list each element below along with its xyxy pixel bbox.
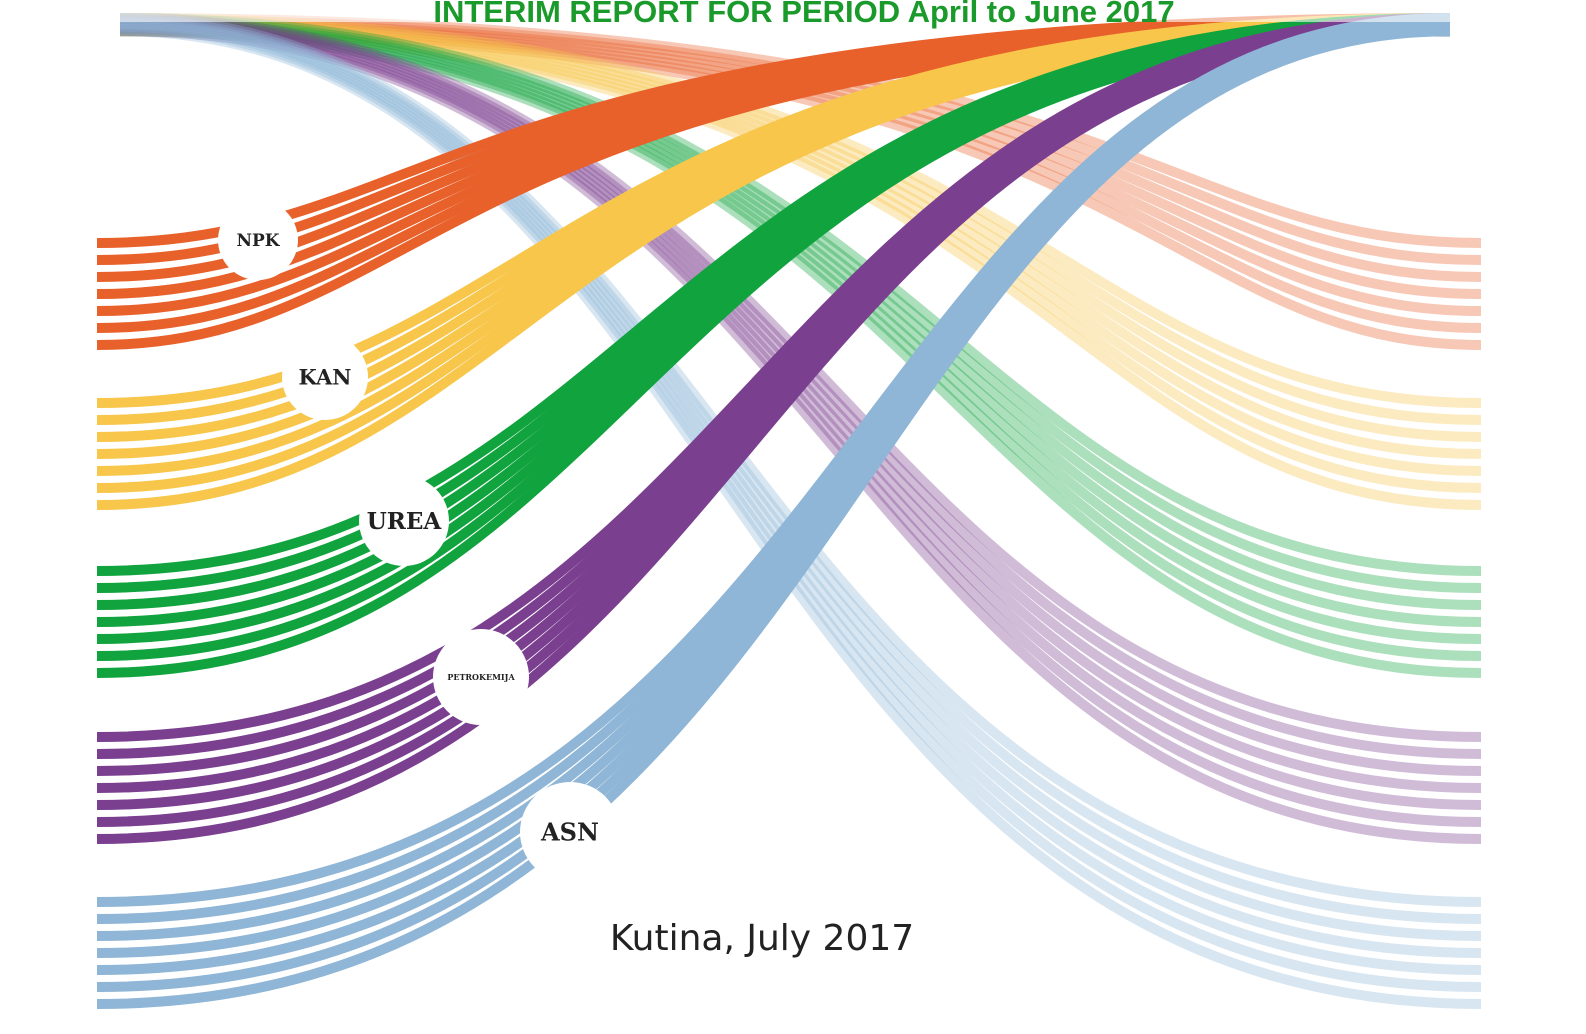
faded-strand: [119, 21, 1482, 476]
faded-strand: [119, 21, 1482, 810]
faded-strand: [119, 24, 1482, 661]
faded-strand: [119, 15, 1482, 425]
faded-strand: [119, 24, 1482, 333]
faded-strand: [119, 19, 1482, 958]
faded-strand: [119, 26, 1482, 1009]
faded-strand: [119, 13, 1482, 742]
faded-strand: [119, 26, 1482, 678]
strand: [96, 26, 1451, 1009]
faded-strand: [119, 17, 1482, 282]
badge: [282, 334, 368, 420]
faded-strand: [119, 17, 1482, 776]
strand: [96, 26, 1451, 844]
faded-ribbons: [119, 13, 1482, 1009]
badge: [433, 629, 529, 725]
faded-strand: [119, 21, 1482, 644]
product-label: NPK: [236, 231, 280, 251]
faded-strand: [119, 24, 1482, 992]
faded-strand: [119, 15, 1482, 593]
faded-strand: [119, 15, 1482, 759]
top-fade: [0, 0, 1586, 22]
product-label: ASN: [540, 817, 599, 846]
faded-strand: [119, 21, 1482, 316]
faded-strand: [119, 26, 1482, 510]
product-label: PETROKEMIJA: [447, 672, 515, 682]
faded-strand: [119, 26, 1482, 844]
faded-strand: [119, 24, 1482, 827]
product-badges: NPK KAN UREA PETROKEMIJA ASN: [218, 200, 620, 882]
badge: [359, 476, 449, 566]
badge: [520, 782, 620, 882]
ribbons: [96, 13, 1451, 1009]
faded-strand: [119, 24, 1482, 493]
faded-strand: [119, 15, 1482, 924]
faded-strand: [119, 17, 1482, 610]
faded-strand: [119, 19, 1482, 793]
faded-strand: [119, 19, 1482, 299]
faded-strand: [119, 21, 1482, 975]
faded-strand: [119, 13, 1482, 408]
faded-strand: [119, 19, 1482, 459]
place-date: Kutina, July 2017: [610, 918, 914, 959]
faded-strand: [119, 17, 1482, 941]
faded-strand: [119, 19, 1482, 627]
faded-strand: [119, 17, 1482, 442]
product-label: KAN: [299, 364, 352, 389]
report-title: INTERIM REPORT FOR PERIOD April to June …: [433, 0, 1174, 29]
badge: [218, 200, 298, 280]
product-label: UREA: [367, 508, 443, 535]
faded-strand: [119, 13, 1482, 576]
strand: [96, 26, 1451, 678]
